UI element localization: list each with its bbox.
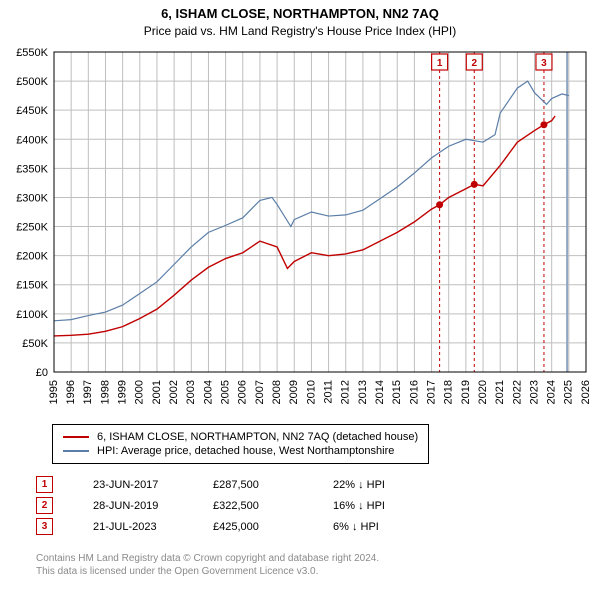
- svg-text:2019: 2019: [460, 380, 472, 404]
- svg-text:3: 3: [541, 58, 547, 69]
- svg-text:1997: 1997: [82, 380, 94, 404]
- svg-text:2018: 2018: [443, 380, 455, 404]
- svg-text:£150K: £150K: [16, 280, 48, 292]
- svg-text:2021: 2021: [494, 380, 506, 404]
- event-date: 28-JUN-2019: [93, 500, 213, 512]
- event-row: 3 21-JUL-2023£425,0006% ↓ HPI: [36, 518, 453, 535]
- svg-text:£400K: £400K: [16, 134, 48, 146]
- event-marker-icon: 3: [36, 518, 53, 535]
- legend-label: 6, ISHAM CLOSE, NORTHAMPTON, NN2 7AQ (de…: [97, 431, 418, 443]
- attribution-line2: This data is licensed under the Open Gov…: [36, 565, 379, 578]
- svg-text:2025: 2025: [563, 380, 575, 404]
- svg-text:£0: £0: [36, 367, 48, 379]
- event-diff: 16% ↓ HPI: [333, 500, 453, 512]
- svg-text:2015: 2015: [391, 380, 403, 404]
- svg-text:2026: 2026: [580, 380, 592, 404]
- event-price: £287,500: [213, 479, 333, 491]
- svg-text:1998: 1998: [99, 380, 111, 404]
- svg-text:2011: 2011: [322, 380, 334, 404]
- svg-text:£200K: £200K: [16, 251, 48, 263]
- svg-text:£100K: £100K: [16, 309, 48, 321]
- legend-label: HPI: Average price, detached house, West…: [97, 445, 394, 457]
- svg-text:2005: 2005: [220, 380, 232, 404]
- svg-text:2013: 2013: [357, 380, 369, 404]
- legend-row: 6, ISHAM CLOSE, NORTHAMPTON, NN2 7AQ (de…: [63, 431, 418, 443]
- chart-subtitle: Price paid vs. HM Land Registry's House …: [0, 24, 600, 38]
- svg-text:£450K: £450K: [16, 105, 48, 117]
- svg-text:1995: 1995: [48, 380, 60, 404]
- svg-text:2020: 2020: [477, 380, 489, 404]
- svg-text:2001: 2001: [151, 380, 163, 404]
- svg-text:£300K: £300K: [16, 192, 48, 204]
- svg-text:2023: 2023: [528, 380, 540, 404]
- legend-swatch: [63, 450, 89, 452]
- svg-text:2006: 2006: [237, 380, 249, 404]
- svg-text:2014: 2014: [374, 380, 386, 404]
- event-row: 1 23-JUN-2017£287,50022% ↓ HPI: [36, 476, 453, 493]
- event-date: 23-JUN-2017: [93, 479, 213, 491]
- event-date: 21-JUL-2023: [93, 521, 213, 533]
- svg-text:£550K: £550K: [16, 47, 48, 59]
- event-marker-icon: 2: [36, 497, 53, 514]
- svg-text:£50K: £50K: [22, 338, 48, 350]
- legend: 6, ISHAM CLOSE, NORTHAMPTON, NN2 7AQ (de…: [52, 424, 429, 464]
- chart-area: £0 £50K £100K £150K £200K £250K £300K £350K £400…: [6, 46, 594, 416]
- svg-text:1999: 1999: [117, 380, 129, 404]
- svg-text:2000: 2000: [134, 380, 146, 404]
- svg-text:2010: 2010: [305, 380, 317, 404]
- attribution-line1: Contains HM Land Registry data © Crown c…: [36, 552, 379, 565]
- svg-text:2: 2: [471, 58, 477, 69]
- event-row: 2 28-JUN-2019£322,50016% ↓ HPI: [36, 497, 453, 514]
- svg-text:2008: 2008: [271, 380, 283, 404]
- legend-swatch: [63, 436, 89, 438]
- svg-text:£250K: £250K: [16, 222, 48, 234]
- svg-text:1: 1: [437, 58, 443, 69]
- svg-text:2024: 2024: [546, 380, 558, 404]
- svg-text:1996: 1996: [65, 380, 77, 404]
- svg-text:2007: 2007: [254, 380, 266, 404]
- event-price: £322,500: [213, 500, 333, 512]
- legend-row: HPI: Average price, detached house, West…: [63, 445, 418, 457]
- svg-text:2002: 2002: [168, 380, 180, 404]
- svg-text:£500K: £500K: [16, 76, 48, 88]
- svg-text:2004: 2004: [202, 380, 214, 404]
- svg-text:£350K: £350K: [16, 163, 48, 175]
- svg-text:2003: 2003: [185, 380, 197, 404]
- svg-text:2017: 2017: [425, 380, 437, 404]
- event-price: £425,000: [213, 521, 333, 533]
- event-table: 1 23-JUN-2017£287,50022% ↓ HPI 2 28-JUN-201…: [36, 472, 453, 539]
- chart-title: 6, ISHAM CLOSE, NORTHAMPTON, NN2 7AQ: [0, 6, 600, 21]
- svg-text:2009: 2009: [288, 380, 300, 404]
- event-marker-icon: 1: [36, 476, 53, 493]
- svg-text:2012: 2012: [340, 380, 352, 404]
- event-diff: 6% ↓ HPI: [333, 521, 453, 533]
- svg-text:2016: 2016: [408, 380, 420, 404]
- event-diff: 22% ↓ HPI: [333, 479, 453, 491]
- attribution: Contains HM Land Registry data © Crown c…: [36, 552, 379, 578]
- chart-svg: £0 £50K £100K £150K £200K £250K £300K £350K £400…: [6, 46, 594, 416]
- svg-text:2022: 2022: [511, 380, 523, 404]
